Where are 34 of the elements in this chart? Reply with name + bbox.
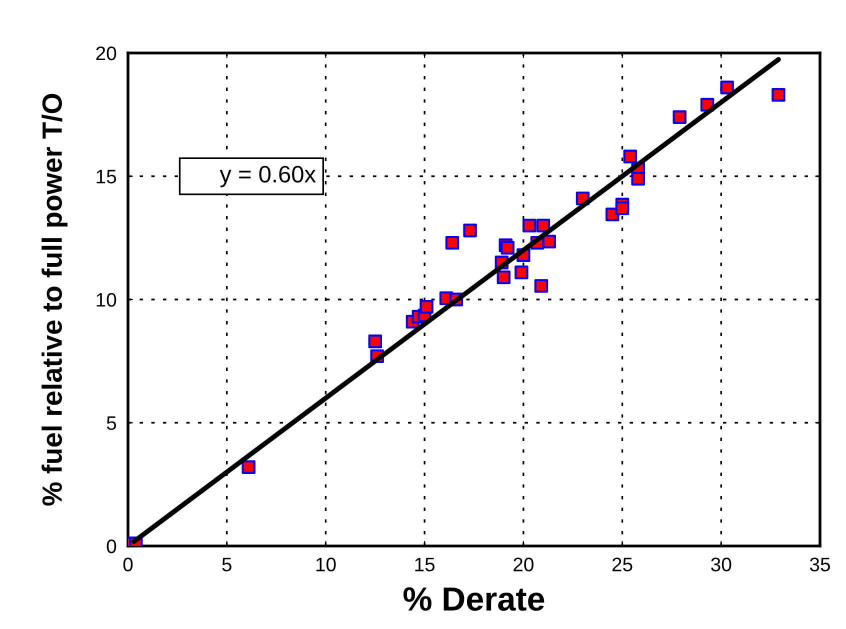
x-axis-title: % Derate	[404, 587, 544, 611]
y-tick-label: 0	[106, 539, 116, 554]
x-tick-label: 0	[123, 558, 133, 572]
point	[368, 334, 382, 348]
point	[772, 88, 786, 102]
x-tick-label: 20	[514, 558, 534, 572]
point	[615, 201, 630, 216]
y-tick-label: 5	[106, 416, 116, 430]
annotation: y = 0.60x	[220, 166, 316, 188]
point	[534, 279, 548, 293]
x-tick-label: 10	[316, 558, 336, 572]
x-tick-label: 30	[711, 558, 732, 572]
y-tick-label: 20	[96, 46, 116, 60]
point	[500, 240, 514, 255]
point	[623, 150, 638, 164]
point	[672, 110, 686, 124]
point	[631, 172, 645, 186]
point	[536, 218, 550, 232]
point	[242, 460, 256, 474]
point	[445, 236, 460, 250]
y-tick-label: 15	[96, 170, 116, 184]
point	[720, 80, 734, 94]
point	[496, 270, 511, 284]
point	[514, 266, 528, 280]
point	[542, 234, 556, 248]
y-tick-label: 10	[96, 292, 116, 307]
x-tick-label: 25	[612, 558, 632, 572]
x-tick-label: 5	[222, 558, 232, 572]
point	[522, 218, 536, 232]
point	[463, 224, 477, 238]
x-tick-label: 15	[415, 558, 435, 572]
y-axis-title: % fuel relative to full power T/O	[42, 94, 68, 506]
x-tick-label: 35	[810, 558, 830, 572]
point	[420, 300, 434, 314]
